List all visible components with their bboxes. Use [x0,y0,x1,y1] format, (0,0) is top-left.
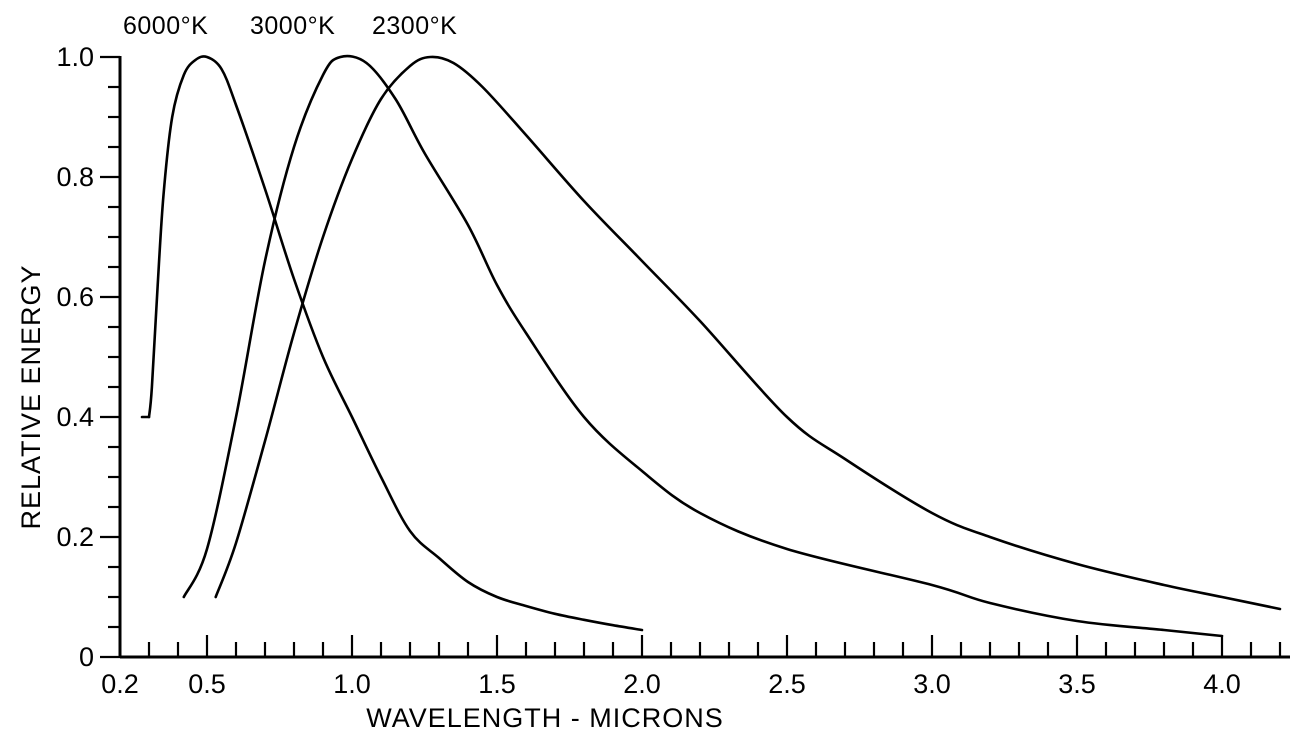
curve-2300k [214,55,1282,611]
y-tick-label: 0 [79,642,94,672]
y-tick-label: 0.8 [56,162,94,192]
y-tick-label: 1.0 [56,42,94,72]
curves [140,54,1282,638]
x-tick-label: 4.0 [1203,669,1241,699]
x-tick-label: 1.5 [478,669,516,699]
tick-labels: 00.20.40.60.81.00.2 0.5 1.0 1.5 2.0 2.5 3.0 3.5… [56,42,1240,699]
x-axis-title: WAVELENGTH - MICRONS [366,703,724,730]
x-tick-label: 3.0 [913,669,951,699]
tick-marks [100,55,1282,659]
series-label-2300k: 2300°K [372,12,457,40]
series-label-3000k: 3000°K [250,12,335,40]
x-tick-label: 1.0 [333,669,371,699]
x-tick-label: 3.5 [1058,669,1096,699]
series-label-6000k: 6000°K [123,12,208,40]
curve-3000k [182,54,1224,638]
x-tick-label: 2.5 [768,669,806,699]
x-tick-label: 0.2 [101,669,139,699]
x-tick-label: 2.0 [623,669,661,699]
y-tick-label: 0.6 [56,282,94,312]
y-tick-label: 0.4 [56,402,94,432]
y-axis-title: RELATIVE ENERGY [16,264,46,529]
x-tick-label: 0.5 [188,669,226,699]
y-tick-label: 0.2 [56,522,94,552]
curve-6000k [147,55,644,632]
